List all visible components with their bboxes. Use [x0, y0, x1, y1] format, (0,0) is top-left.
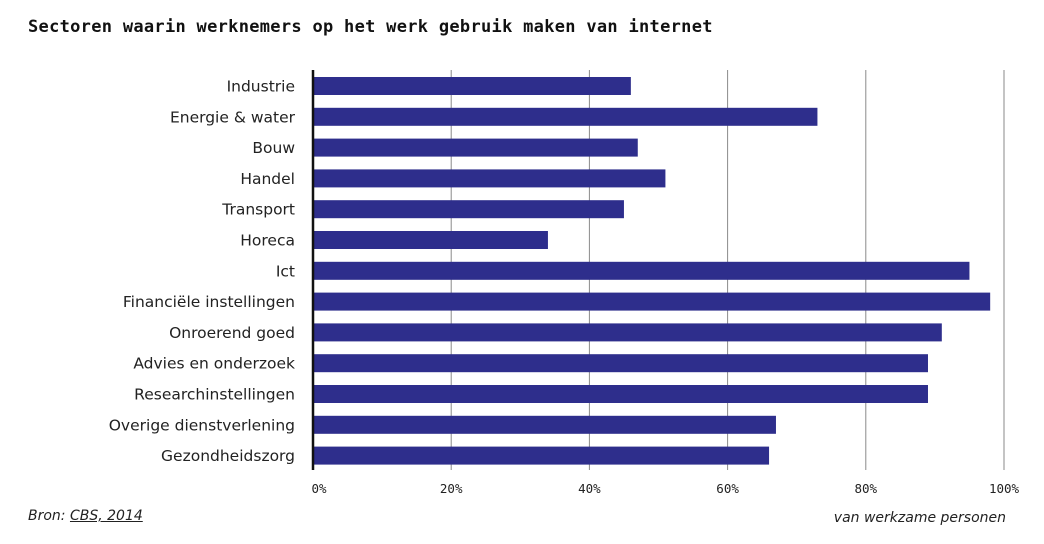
x-tick-label: 60% [716, 481, 739, 496]
source-note: Bron: CBS, 2014 [28, 508, 143, 524]
category-label: Industrie [227, 78, 295, 96]
bar [313, 200, 624, 219]
bar [313, 446, 770, 465]
bar [313, 415, 776, 434]
bar [313, 261, 970, 280]
category-label: Onroerend goed [169, 324, 295, 342]
x-tick-labels: 0% 20% 40% 60% 80% 100% [311, 481, 1019, 496]
bar [313, 292, 991, 311]
category-label: Bouw [252, 139, 295, 157]
bar [313, 138, 638, 157]
bar [313, 385, 928, 403]
bar [313, 354, 928, 373]
category-label: Handel [240, 170, 295, 188]
category-label: Ict [276, 262, 295, 280]
x-tick-label: 40% [578, 481, 601, 496]
x-tick-label: 0% [311, 481, 327, 496]
bar [313, 231, 548, 249]
x-tick-label: 80% [855, 481, 878, 496]
bars [313, 77, 991, 465]
x-tick-label: 20% [440, 481, 463, 496]
category-label: Energie & water [170, 108, 296, 126]
bar [313, 169, 666, 188]
category-label: Financiële instellingen [123, 293, 295, 311]
category-label: Advies en onderzoek [133, 355, 295, 373]
category-labels: Industrie Energie & water Bouw Handel Transp… [109, 78, 296, 466]
bar [313, 107, 818, 126]
chart-title: Sectoren waarin werknemers op het werk g… [28, 17, 713, 37]
bar [313, 77, 631, 95]
bar [313, 323, 942, 342]
category-label: Researchinstellingen [134, 386, 295, 404]
source-prefix: Bron: [28, 508, 70, 524]
category-label: Transport [221, 201, 295, 219]
x-tick-label: 100% [989, 481, 1020, 496]
category-label: Gezondheidszorg [161, 447, 295, 465]
source-link[interactable]: CBS, 2014 [69, 508, 143, 524]
x-axis-label: van werkzame personen [833, 510, 1006, 526]
category-label: Overige dienstverlening [109, 416, 295, 434]
category-label: Horeca [240, 232, 295, 250]
